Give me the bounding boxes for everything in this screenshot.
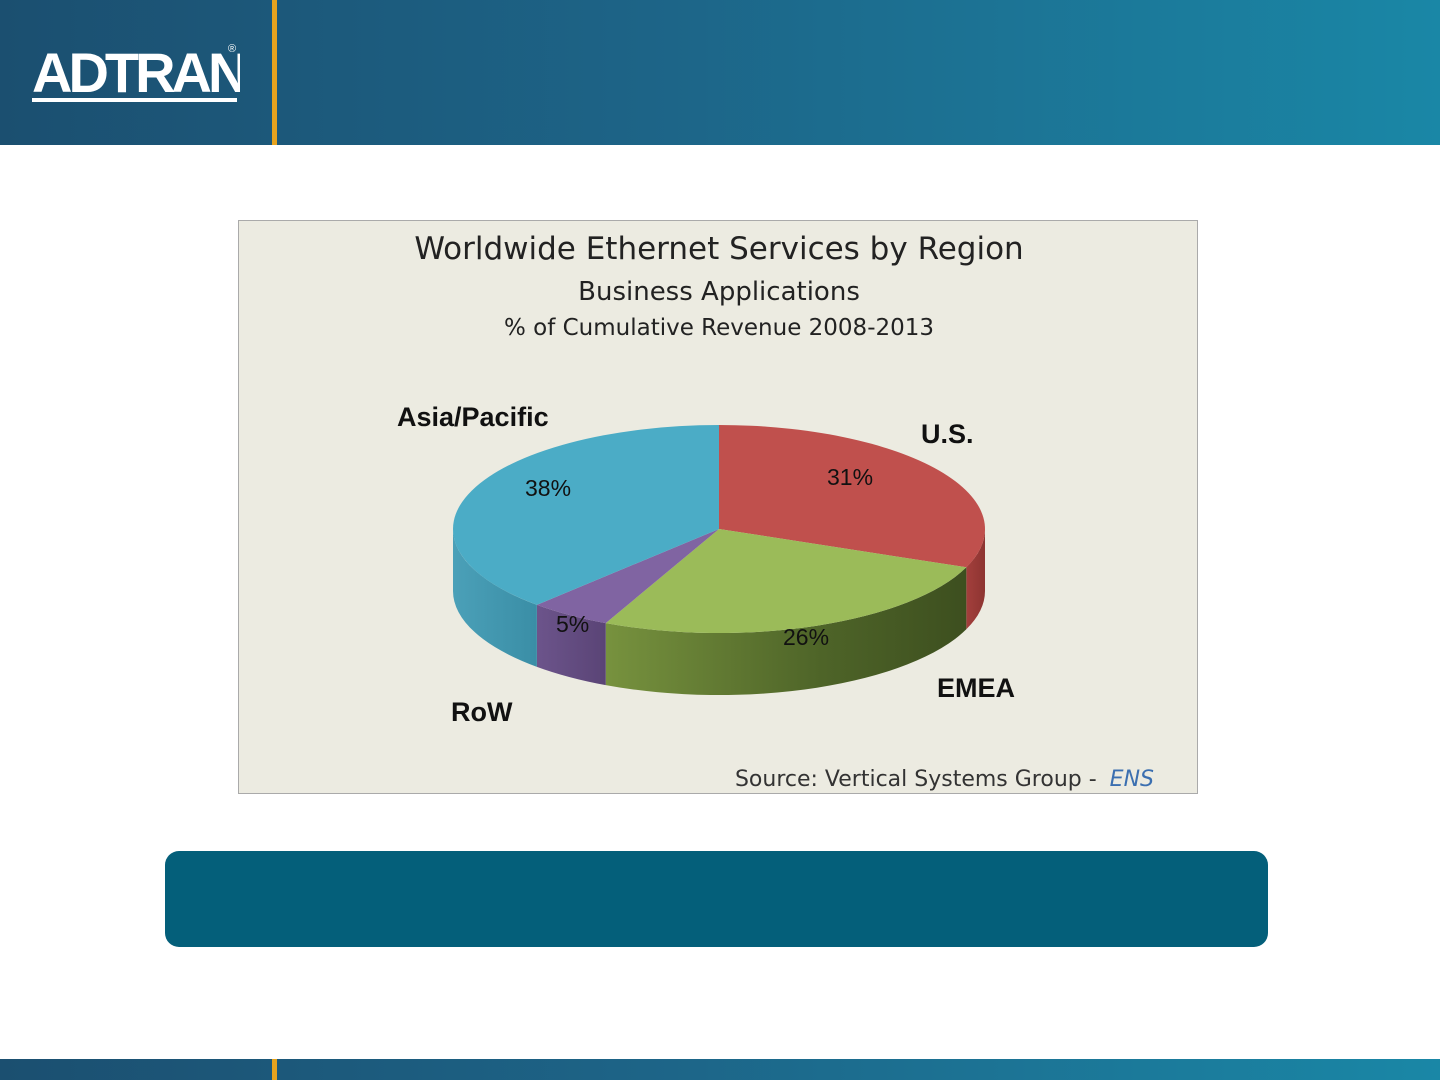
chart-panel: Worldwide Ethernet Services by Region Bu…: [238, 220, 1198, 794]
pie-side-u-s: [966, 529, 985, 630]
pie-chart: Worldwide Ethernet Services by Region Bu…: [397, 231, 1154, 792]
pie-slice-row: [536, 529, 719, 624]
chart-subtitle: Business Applications: [578, 277, 860, 307]
region-label-us: U.S.: [921, 419, 974, 449]
pct-label-asia-pacific: 38%: [525, 475, 571, 501]
logo-underline: [32, 98, 237, 102]
logo-wordmark: ADTRAN: [32, 41, 240, 104]
pie-slice-u-s: [719, 425, 985, 568]
pie-side-faces: [453, 529, 985, 695]
footer-divider: [272, 1059, 277, 1080]
logo-registered-mark: ®: [228, 43, 236, 55]
region-label-asia-pacific: Asia/Pacific: [397, 402, 549, 432]
pie-side-asia-pacific: [453, 529, 537, 667]
source-text: Source: Vertical Systems Group -: [735, 767, 1097, 792]
pct-label-us: 31%: [827, 464, 873, 490]
source-italic: ENS: [1110, 767, 1154, 792]
region-label-emea: EMEA: [937, 673, 1015, 703]
header-bar: ADTRAN ®: [0, 0, 1440, 145]
pie-slice-emea: [605, 529, 967, 633]
header-divider: [272, 0, 277, 145]
pie-side-row: [536, 604, 606, 686]
pie-side-emea: [605, 567, 967, 695]
chart-source: Source: Vertical Systems Group - ENS: [735, 767, 1154, 792]
chart-title: Worldwide Ethernet Services by Region: [414, 231, 1023, 267]
footer-bar: [0, 1059, 1440, 1080]
pct-label-row: 5%: [556, 611, 589, 637]
bottom-banner: [165, 851, 1268, 947]
chart-subtitle-revenue: % of Cumulative Revenue 2008-2013: [504, 315, 934, 341]
pie-top-faces: [453, 425, 985, 633]
adtran-logo: ADTRAN ®: [32, 41, 240, 104]
region-label-row: RoW: [451, 697, 513, 727]
pie-slice-asia-pacific: [453, 425, 719, 605]
pct-label-emea: 26%: [783, 624, 829, 650]
